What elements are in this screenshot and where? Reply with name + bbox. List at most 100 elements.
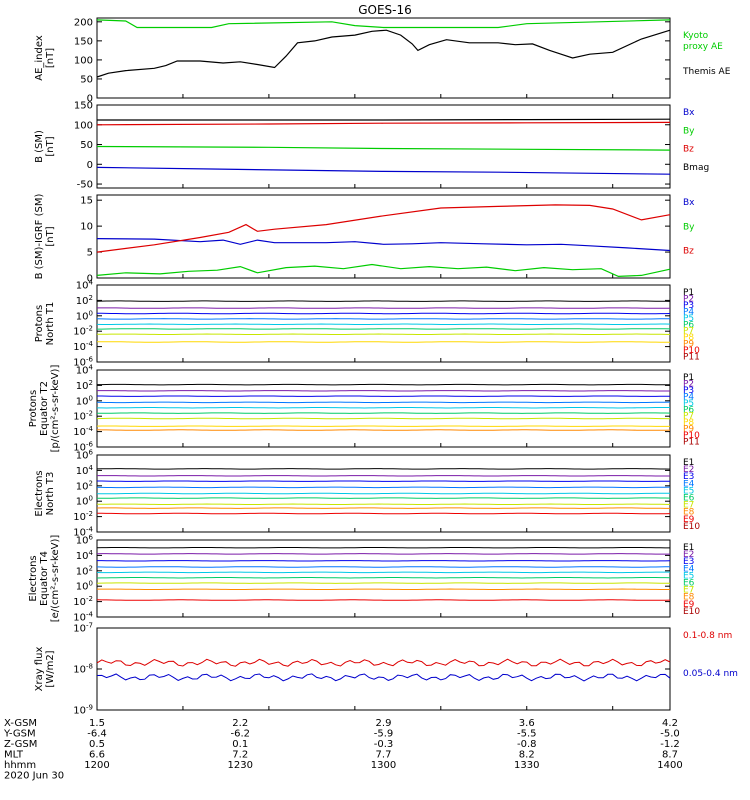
legend-entry: 0.1-0.8 nm xyxy=(683,631,732,641)
legend-entry: P9 xyxy=(683,340,694,350)
series-line xyxy=(97,383,670,386)
legend-entry: P3 xyxy=(683,386,694,396)
panel-frame xyxy=(96,539,671,618)
legend-entry: By xyxy=(683,126,695,136)
legend-entry: P8 xyxy=(683,418,694,428)
legend-entry: P6 xyxy=(683,320,694,330)
footer-value: 4.2 xyxy=(662,718,678,729)
series-line xyxy=(96,486,671,489)
series-line xyxy=(96,577,671,579)
footer-value: -0.3 xyxy=(374,739,394,750)
series-line xyxy=(96,507,670,509)
series-line xyxy=(97,503,671,505)
legend-entry: P5 xyxy=(683,399,694,409)
series-line xyxy=(96,566,670,568)
y-tick-label: 0 xyxy=(87,160,93,171)
y-tick-label: 104 xyxy=(76,464,94,477)
legend-entry: E4 xyxy=(683,564,695,574)
series-line xyxy=(96,19,671,29)
y-tick-label: 150 xyxy=(74,101,93,112)
y-tick-label: 104 xyxy=(76,364,94,377)
series-line xyxy=(96,318,670,320)
legend-entry: 0.05-0.4 nm xyxy=(683,669,738,679)
y-tick-label: 10-8 xyxy=(73,663,93,676)
footer-row-label: MLT xyxy=(4,750,24,761)
y-tick-label: 100 xyxy=(74,120,93,131)
y-tick-label: 100 xyxy=(76,495,93,508)
legend-entry: E6 xyxy=(683,579,695,589)
legend-entry: E8 xyxy=(683,593,695,603)
y-tick-label: 10-2 xyxy=(73,510,93,523)
y-tick-label: 10-4 xyxy=(73,340,93,353)
y-tick-label: 10-7 xyxy=(73,622,93,635)
series-line xyxy=(97,497,671,499)
footer-value: -1.2 xyxy=(660,739,680,750)
series-line xyxy=(96,166,671,175)
legend-entry: E2 xyxy=(683,465,694,475)
series-line xyxy=(96,553,670,555)
legend-entry: E6 xyxy=(683,494,695,504)
series-line xyxy=(97,118,671,121)
series-line xyxy=(96,204,671,253)
legend-entry: P4 xyxy=(683,392,694,402)
legend-entry: P4 xyxy=(683,307,694,317)
footer-value: 0.1 xyxy=(232,739,248,750)
legend-entry: E8 xyxy=(683,508,695,518)
legend-entry: E5 xyxy=(683,486,694,496)
series-line xyxy=(97,333,671,335)
legend-entry: P9 xyxy=(683,425,694,435)
y-tick-label: 102 xyxy=(76,564,93,577)
legend-entry: P11 xyxy=(683,438,700,448)
legend-entry: E3 xyxy=(683,472,694,482)
y-tick-label: 100 xyxy=(76,394,93,407)
y-tick-label: 150 xyxy=(74,36,93,47)
y-tick-label: 50 xyxy=(80,74,93,85)
y-axis-label: B (SM)-IGRF (SM)[nT] xyxy=(34,194,56,280)
legend-entry: P5 xyxy=(683,314,694,324)
y-tick-label: 200 xyxy=(74,17,93,28)
y-tick-label: 5 xyxy=(87,248,93,259)
legend-entry: E10 xyxy=(683,607,700,617)
footer-row-label: Z-GSM xyxy=(4,739,37,750)
panel-frame xyxy=(96,194,671,279)
series-line xyxy=(96,145,671,151)
footer-value: 2.2 xyxy=(232,718,248,729)
y-tick-label: 0 xyxy=(87,274,93,285)
series-line xyxy=(96,468,671,470)
footer-value: -6.2 xyxy=(230,729,250,740)
footer-row-label: Y-GSM xyxy=(3,729,36,740)
y-tick-label: 106 xyxy=(76,534,94,547)
y-tick-label: 10-4 xyxy=(73,425,93,438)
series-line xyxy=(97,412,671,414)
footer-value: -6.4 xyxy=(87,729,107,740)
legend-entry: E9 xyxy=(683,515,695,525)
footer-value: 3.6 xyxy=(519,718,535,729)
footer-value: 1230 xyxy=(228,760,253,771)
footer-value: -0.8 xyxy=(517,739,537,750)
footer-value: 1.5 xyxy=(89,718,105,729)
panel-frame xyxy=(96,17,671,99)
y-tick-label: 10 xyxy=(80,222,93,233)
legend-entry: Bx xyxy=(683,198,695,208)
legend-entry: Themis AE xyxy=(682,67,731,77)
legend-entry: P11 xyxy=(683,353,700,363)
footer-value: 8.2 xyxy=(519,750,535,761)
panel-xray: 10-7 10-8 10-9 Xray flux[W/m2] 0.1-0.8 nm 0.0… xyxy=(34,622,738,717)
footer-value: 1300 xyxy=(371,760,396,771)
y-axis-label: ProtonsNorth T1 xyxy=(34,302,56,346)
legend-entry: Bx xyxy=(683,108,695,118)
legend-entry: E4 xyxy=(683,479,695,489)
legend-entry: E10 xyxy=(683,522,700,532)
footer-row-label: X-GSM xyxy=(4,718,37,729)
legend-entry: P6 xyxy=(683,405,694,415)
series-line xyxy=(96,658,671,667)
y-axis-label: ProtonsEquator T2[p/(cm²-s-sr-keV)] xyxy=(28,365,61,453)
panel-ae: 0 50 100 150 200 AE_index[nT] Kyoto proxy AE The… xyxy=(34,17,731,104)
footer-value: 1200 xyxy=(84,760,109,771)
footer-value: 6.6 xyxy=(89,750,105,761)
legend-entry: Bz xyxy=(683,247,694,257)
